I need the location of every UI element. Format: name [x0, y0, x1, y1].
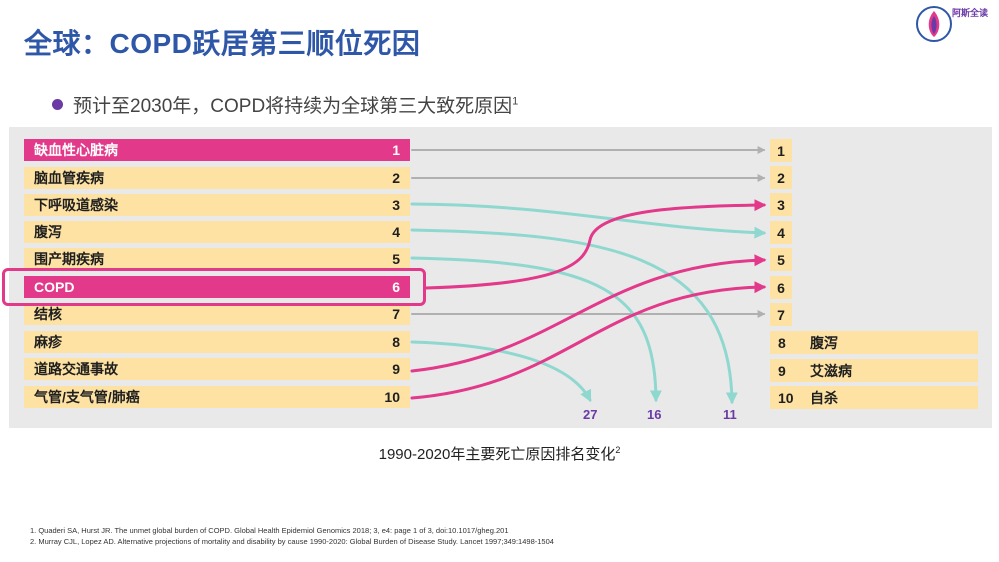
rank-1990: 8 [392, 334, 400, 350]
rank-1990: 9 [392, 361, 400, 377]
reference-1: 1. Quaderi SA, Hurst JR. The unmet globa… [30, 526, 509, 535]
rank-2020: 6 [777, 279, 785, 296]
left-row: 结核 7 [24, 303, 410, 325]
cause-name: 气管/支气管/肺癌 [34, 389, 140, 405]
bullet-point: 预计至2030年，COPD将持续为全球第三大致死原因1 [52, 91, 518, 118]
right-row: 8 腹泻 [770, 331, 978, 354]
left-row: 麻疹 8 [24, 331, 410, 353]
cause-name: 围产期疾病 [34, 251, 104, 267]
cause-name: COPD [34, 279, 75, 295]
rank-2020: 1 [777, 142, 785, 159]
right-row: 10 自杀 [770, 386, 978, 409]
cause-name: 自杀 [810, 389, 838, 406]
cause-name: 下呼吸道感染 [34, 197, 118, 213]
left-row: 腹泻 4 [24, 221, 410, 243]
rank-1990: 1 [392, 142, 400, 158]
right-row: 7 [770, 303, 792, 326]
bullet-text: 预计至2030年，COPD将持续为全球第三大致死原因 [73, 96, 513, 117]
left-row: 缺血性心脏病 1 [24, 139, 410, 161]
caption-ref: 2 [615, 445, 621, 455]
rank-2020: 5 [777, 251, 785, 268]
rank-1990: 2 [392, 170, 400, 186]
cause-name: 艾滋病 [810, 362, 852, 379]
caption-text: 1990-2020年主要死亡原因排名变化 [378, 446, 616, 463]
right-row: 9 艾滋病 [770, 359, 978, 382]
left-row: 脑血管疾病 2 [24, 167, 410, 189]
cause-name: 结核 [34, 306, 62, 322]
cause-name: 脑血管疾病 [34, 170, 104, 186]
cause-name: 麻疹 [34, 334, 62, 350]
rank-2020: 4 [777, 224, 785, 241]
rank-1990: 4 [392, 224, 400, 240]
rank-1990: 6 [392, 279, 400, 295]
right-row: 5 [770, 248, 792, 271]
copd-highlight-frame [2, 268, 426, 306]
cause-name: 道路交通事故 [34, 361, 118, 377]
left-row: 气管/支气管/肺癌 10 [24, 386, 410, 408]
rank-2020: 3 [777, 196, 785, 213]
reference-2: 2. Murray CJL, Lopez AD. Alternative pro… [30, 537, 554, 546]
drop-rank-16: 16 [647, 407, 662, 422]
rank-1990: 3 [392, 197, 400, 213]
figure-caption: 1990-2020年主要死亡原因排名变化2 [0, 443, 999, 464]
rank-2020: 9 [778, 362, 786, 379]
left-row: 道路交通事故 9 [24, 358, 410, 380]
right-row: 4 [770, 221, 792, 244]
left-row: 围产期疾病 5 [24, 248, 410, 270]
cause-name: 腹泻 [34, 224, 62, 240]
cause-name: 腹泻 [810, 334, 838, 351]
right-row: 1 [770, 139, 792, 162]
rank-1990: 5 [392, 251, 400, 267]
rank-1990: 7 [392, 306, 400, 322]
cause-name: 缺血性心脏病 [34, 142, 118, 158]
right-row: 6 [770, 276, 792, 299]
rank-2020: 2 [777, 169, 785, 186]
brand-logo [916, 6, 952, 42]
rank-2020: 10 [778, 389, 794, 406]
references: 1. Quaderi SA, Hurst JR. The unmet globa… [30, 525, 554, 547]
rank-1990: 10 [384, 389, 400, 405]
drop-rank-27: 27 [583, 407, 598, 422]
left-row: COPD 6 [24, 276, 410, 298]
bullet-dot-icon [52, 99, 63, 110]
left-row: 下呼吸道感染 3 [24, 194, 410, 216]
bullet-ref: 1 [512, 95, 519, 108]
logo-text: 阿斯全读 [952, 8, 989, 18]
rank-2020: 8 [778, 334, 786, 351]
rank-2020: 7 [777, 306, 785, 323]
right-row: 3 [770, 193, 792, 216]
right-row: 2 [770, 166, 792, 189]
page-title: 全球：COPD跃居第三顺位死因 [24, 28, 421, 59]
drop-rank-11: 11 [723, 407, 737, 422]
